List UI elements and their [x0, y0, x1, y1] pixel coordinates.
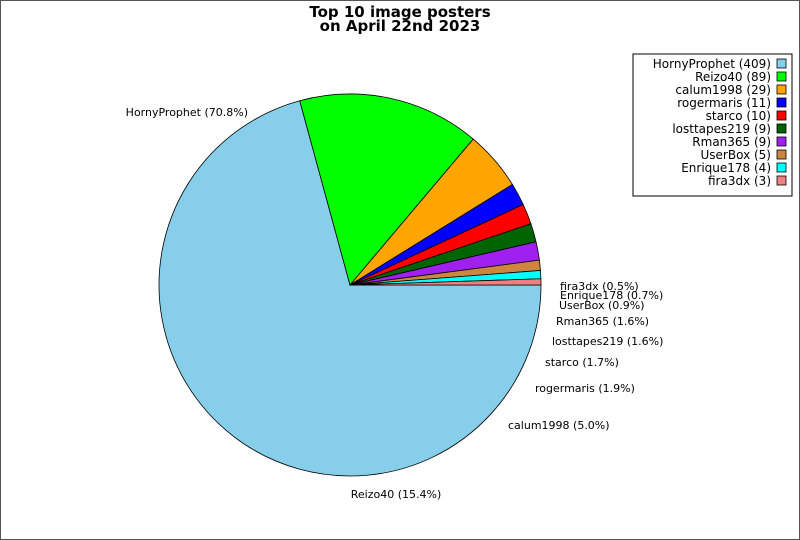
slice-label-hornyprophet: HornyProphet (70.8%)	[126, 106, 248, 119]
chart-title-line-1: Top 10 image posters	[309, 3, 490, 21]
legend-swatch-rman365	[776, 136, 787, 147]
legend-swatch-losttapes219	[776, 123, 787, 134]
slice-label-calum1998: calum1998 (5.0%)	[508, 419, 610, 432]
slice-label-losttapes219: losttapes219 (1.6%)	[552, 335, 663, 348]
slice-label-rogermaris: rogermaris (1.9%)	[535, 382, 635, 395]
legend-swatch-starco	[776, 110, 787, 121]
legend-swatch-userbox	[776, 149, 787, 160]
slice-label-rman365: Rman365 (1.6%)	[556, 315, 649, 328]
legend-swatch-calum1998	[776, 84, 787, 95]
legend: HornyProphet (409)Reizo40 (89)calum1998 …	[632, 53, 793, 197]
legend-label-starco: starco (10)	[706, 109, 771, 123]
pie-slice-hornyprophet	[158, 100, 542, 477]
legend-label-rogermaris: rogermaris (11)	[677, 96, 771, 110]
slice-label-reizo40: Reizo40 (15.4%)	[351, 488, 442, 501]
legend-label-hornyprophet: HornyProphet (409)	[653, 57, 771, 71]
legend-label-reizo40: Reizo40 (89)	[695, 70, 771, 84]
legend-label-userbox: UserBox (5)	[701, 148, 771, 162]
slice-label-userbox: UserBox (0.9%)	[559, 299, 645, 312]
legend-swatch-enrique178	[776, 162, 787, 173]
pie-slices	[158, 93, 542, 477]
pie-slice-reizo40	[299, 93, 474, 286]
slice-label-fira3dx: fira3dx (0.5%)	[560, 280, 639, 293]
legend-label-fira3dx: fira3dx (3)	[708, 174, 771, 188]
slice-label-starco: starco (1.7%)	[545, 356, 619, 369]
legend-swatch-reizo40	[776, 71, 787, 82]
legend-swatch-hornyprophet	[776, 58, 787, 69]
legend-label-rman365: Rman365 (9)	[692, 135, 771, 149]
legend-label-losttapes219: losttapes219 (9)	[672, 122, 771, 136]
chart-title: Top 10 image posters on April 22nd 2023	[309, 3, 490, 35]
slice-labels: HornyProphet (70.8%) Reizo40 (15.4%) calum…	[126, 106, 664, 501]
chart-title-line-2: on April 22nd 2023	[320, 17, 481, 35]
legend-box	[632, 53, 793, 197]
slice-label-enrique178: Enrique178 (0.7%)	[560, 289, 663, 302]
legend-swatch-fira3dx	[776, 175, 787, 186]
pie-slice-fira3dx	[349, 278, 542, 286]
legend-label-calum1998: calum1998 (29)	[675, 83, 771, 97]
legend-swatch-rogermaris	[776, 97, 787, 108]
legend-label-enrique178: Enrique178 (4)	[681, 161, 771, 175]
